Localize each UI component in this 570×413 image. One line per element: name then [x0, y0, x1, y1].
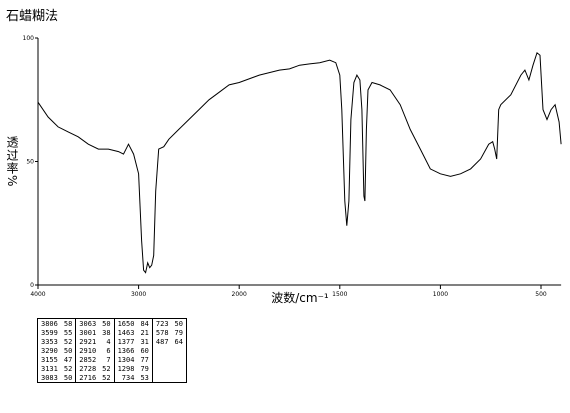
spectrum-line [37, 51, 562, 274]
y-axis-label: 透过率% [5, 136, 19, 188]
peak-wavenumber: 3131 [41, 364, 58, 373]
peak-transmittance: 52 [63, 337, 73, 346]
peak-wavenumber [151, 355, 172, 364]
peak-transmittance: 50 [102, 319, 111, 328]
peak-transmittance: 60 [140, 346, 149, 355]
peak-wavenumber: 578 [151, 328, 172, 337]
peak-transmittance: 7 [106, 355, 111, 364]
peak-transmittance: 64 [174, 337, 183, 346]
peak-transmittance: 53 [140, 373, 149, 382]
peak-transmittance: 79 [140, 364, 149, 373]
x-tick-label: 1000 [433, 291, 448, 298]
peak-transmittance: 21 [140, 328, 149, 337]
y-tick-label: 0 [30, 282, 34, 289]
peak-wavenumber: 734 [113, 373, 138, 383]
peak-transmittance [172, 346, 187, 355]
peak-transmittance: 55 [63, 328, 73, 337]
peak-wavenumber: 3063 [75, 318, 100, 328]
peak-wavenumber: 3155 [41, 355, 58, 364]
peak-wavenumber: 3001 [75, 328, 100, 337]
x-axis-label: 波数/cm⁻¹ [271, 290, 329, 305]
x-tick-label: 3000 [131, 291, 146, 298]
peak-wavenumber: 3806 [41, 319, 58, 328]
x-tick-label: 500 [535, 291, 547, 298]
peak-table: 3806 58 3063 50 1650 84 723 50 3599 55 3001 38 1463 2… [37, 318, 187, 383]
x-tick-label: 1500 [332, 291, 347, 298]
peak-wavenumber: 2728 [75, 364, 100, 373]
peak-wavenumber: 487 [151, 337, 172, 346]
x-tick-label: 4000 [30, 291, 45, 298]
peak-wavenumber: 3083 [41, 373, 58, 382]
peak-wavenumber: 723 [151, 318, 172, 328]
peak-wavenumber [151, 373, 172, 383]
peak-row: 3353 52 2921 4 1377 31 487 64 [38, 337, 187, 346]
peak-row: 3806 58 3063 50 1650 84 723 50 [38, 318, 187, 328]
peak-row: 3131 52 2728 52 1298 79 [38, 364, 187, 373]
peak-transmittance [172, 364, 187, 373]
peak-wavenumber: 1366 [113, 346, 138, 355]
peak-row: 3599 55 3001 38 1463 21 578 79 [38, 328, 187, 337]
peak-transmittance: 58 [63, 319, 73, 328]
peak-transmittance: 38 [102, 328, 111, 337]
peak-row: 3083 50 2716 52 734 53 [38, 373, 187, 383]
peak-transmittance: 52 [102, 373, 111, 382]
peak-wavenumber: 1650 [113, 318, 138, 328]
x-tick-label: 2000 [232, 291, 247, 298]
peak-transmittance [172, 373, 187, 383]
peak-transmittance: 31 [140, 337, 149, 346]
peak-wavenumber: 1463 [113, 328, 138, 337]
peak-wavenumber: 3290 [41, 346, 58, 355]
peak-transmittance [172, 355, 187, 364]
peak-transmittance: 6 [106, 346, 111, 355]
peak-transmittance: 47 [63, 355, 73, 364]
peak-wavenumber: 3353 [41, 337, 58, 346]
peak-transmittance: 4 [106, 337, 111, 346]
peak-wavenumber: 2852 [75, 355, 100, 364]
peak-wavenumber: 1377 [113, 337, 138, 346]
peak-wavenumber [151, 364, 172, 373]
y-tick-label: 100 [23, 35, 35, 42]
peak-wavenumber: 1304 [113, 355, 138, 364]
peak-transmittance: 50 [63, 346, 73, 355]
peak-wavenumber [151, 346, 172, 355]
peak-wavenumber: 2921 [75, 337, 100, 346]
y-tick-label: 50 [26, 159, 34, 166]
chart-title: 石蜡糊法 [6, 8, 58, 24]
peak-wavenumber: 2716 [75, 373, 100, 383]
peak-row: 3290 50 2910 6 1366 60 [38, 346, 187, 355]
peak-wavenumber: 1298 [113, 364, 138, 373]
peak-transmittance: 52 [102, 364, 111, 373]
peak-transmittance: 84 [140, 319, 149, 328]
peak-row: 3155 47 2852 7 1304 77 [38, 355, 187, 364]
peak-transmittance: 50 [63, 373, 73, 382]
peak-transmittance: 77 [140, 355, 149, 364]
peak-transmittance: 79 [174, 328, 183, 337]
peak-transmittance: 50 [174, 319, 183, 328]
peak-transmittance: 52 [63, 364, 73, 373]
peak-wavenumber: 3599 [41, 328, 58, 337]
peak-wavenumber: 2910 [75, 346, 100, 355]
